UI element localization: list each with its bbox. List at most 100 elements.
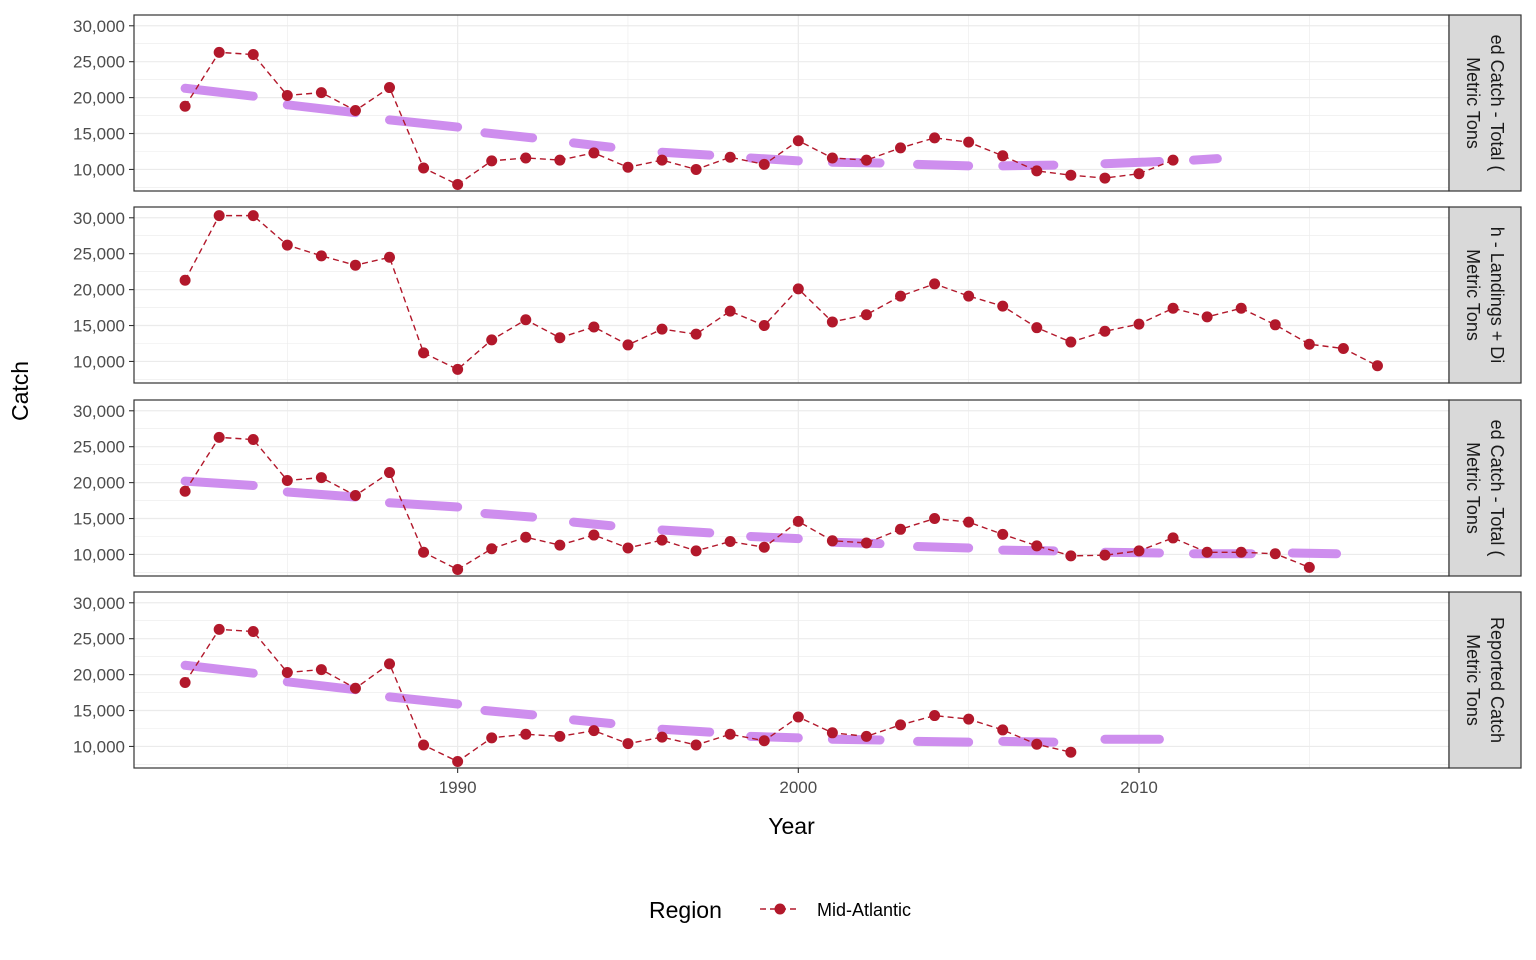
- mean-segment: [746, 153, 803, 166]
- data-point: [452, 179, 464, 191]
- data-point: [1167, 302, 1179, 314]
- data-point: [315, 87, 327, 99]
- y-tick-label: 20,000: [73, 666, 125, 685]
- data-point: [1099, 325, 1111, 337]
- mean-segment: [385, 115, 463, 132]
- data-point: [724, 151, 736, 163]
- mean-segment: [827, 157, 885, 168]
- data-point: [1065, 550, 1077, 562]
- mean-segment: [480, 509, 538, 522]
- data-point: [997, 150, 1009, 162]
- series-line-mid-atlantic: [184, 214, 1378, 371]
- data-point: [792, 135, 804, 147]
- data-point: [247, 49, 259, 61]
- strip-label: Metric Tons: [1463, 634, 1483, 726]
- mean-segment: [385, 498, 463, 512]
- series-points: [179, 623, 1077, 768]
- mean-segment: [998, 736, 1059, 747]
- mean-segment: [480, 706, 538, 720]
- data-point: [860, 309, 872, 321]
- mean-segment: [1287, 548, 1342, 559]
- data-point: [315, 664, 327, 676]
- data-point: [1303, 338, 1315, 350]
- y-tick-label: 10,000: [73, 737, 125, 756]
- mean-segment: [180, 476, 258, 490]
- mean-segment: [282, 100, 360, 118]
- y-tick-label: 30,000: [73, 17, 125, 36]
- data-point: [179, 485, 191, 497]
- data-point: [281, 666, 293, 678]
- data-point: [554, 154, 566, 166]
- data-point: [418, 347, 430, 359]
- data-point: [486, 155, 498, 167]
- panel-4: 10,000 15,000 20,000 25,000 30,000 Reported C…: [73, 591, 1522, 769]
- facet-strip: ed Catch - Total (Metric Tons: [1448, 14, 1522, 192]
- y-tick-label: 30,000: [73, 594, 125, 613]
- y-tick-label: 30,000: [73, 209, 125, 228]
- data-point: [929, 132, 941, 144]
- data-point: [622, 161, 634, 173]
- mean-segment: [913, 159, 974, 171]
- data-point: [179, 274, 191, 286]
- data-point: [247, 434, 259, 446]
- mean-segment: [180, 660, 258, 678]
- data-point: [860, 154, 872, 166]
- data-point: [1065, 336, 1077, 348]
- data-point: [690, 739, 702, 751]
- data-point: [1065, 746, 1077, 758]
- data-point: [281, 474, 293, 486]
- mean-segment: [657, 724, 715, 737]
- data-point: [315, 472, 327, 484]
- data-point: [349, 259, 361, 271]
- data-point: [963, 713, 975, 725]
- data-point: [349, 682, 361, 694]
- data-point: [418, 546, 430, 558]
- data-point: [792, 515, 804, 527]
- data-point: [792, 283, 804, 295]
- panel-2: 10,000 15,000 20,000 25,000 30,000 h - Landin…: [73, 206, 1522, 384]
- data-point: [1235, 302, 1247, 314]
- y-tick-label: 25,000: [73, 438, 125, 457]
- strip-label: ed Catch - Total (: [1487, 420, 1507, 557]
- data-point: [1031, 322, 1043, 334]
- strip-background: [1448, 399, 1522, 577]
- data-point: [213, 210, 225, 222]
- data-point: [997, 528, 1009, 540]
- mean-segment: [282, 487, 360, 502]
- data-point: [588, 725, 600, 737]
- data-point: [929, 710, 941, 722]
- data-point: [1133, 318, 1145, 330]
- mean-segment: [827, 537, 885, 549]
- data-point: [588, 321, 600, 333]
- data-point: [1133, 168, 1145, 180]
- x-axis-title: Year: [768, 813, 815, 839]
- strip-background: [1448, 591, 1522, 769]
- data-point: [656, 731, 668, 743]
- data-point: [724, 536, 736, 548]
- strip-label: Metric Tons: [1463, 57, 1483, 149]
- y-tick-label: 20,000: [73, 89, 125, 108]
- mean-segment: [657, 147, 715, 160]
- strip-background: [1448, 14, 1522, 192]
- data-point: [588, 529, 600, 541]
- data-point: [486, 732, 498, 744]
- mean-segment: [1188, 154, 1222, 165]
- data-point: [792, 711, 804, 723]
- mean-segment: [913, 736, 974, 747]
- data-point: [1031, 540, 1043, 552]
- panel-background: [134, 207, 1449, 383]
- data-point: [1337, 343, 1349, 355]
- legend-label-mid-atlantic: Mid-Atlantic: [817, 900, 911, 920]
- mean-segments: [180, 476, 1342, 559]
- data-point: [554, 539, 566, 551]
- data-point: [1167, 154, 1179, 166]
- data-point: [520, 531, 532, 543]
- y-tick-label: 10,000: [73, 545, 125, 564]
- data-point: [997, 300, 1009, 312]
- y-axis: 10,000 15,000 20,000 25,000 30,000: [73, 402, 134, 564]
- data-point: [758, 541, 770, 553]
- data-point: [1303, 561, 1315, 573]
- data-point: [1099, 172, 1111, 184]
- facet-strip: ed Catch - Total (Metric Tons: [1448, 399, 1522, 577]
- data-point: [622, 738, 634, 750]
